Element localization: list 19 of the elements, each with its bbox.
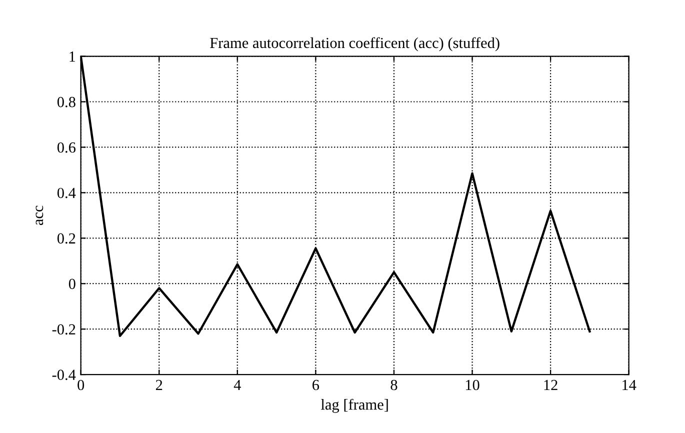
x-tick-label: 0 bbox=[78, 380, 84, 390]
y-tick-label: 0.2 bbox=[57, 233, 76, 244]
x-tick-label: 14 bbox=[622, 380, 636, 390]
x-tick-label: 8 bbox=[390, 380, 398, 390]
y-tick-label: 0.4 bbox=[57, 188, 76, 198]
x-tick-label: 2 bbox=[156, 380, 162, 390]
y-tick-label: -0.2 bbox=[52, 324, 76, 335]
x-tick-label: 4 bbox=[234, 380, 241, 390]
x-axis-title: lag [frame] bbox=[320, 398, 388, 413]
chart-title: Frame autocorrelation coefficent (acc) (stuffed) bbox=[210, 37, 500, 52]
y-tick-label: 0 bbox=[68, 278, 76, 290]
y-axis-title: acc bbox=[36, 206, 44, 226]
x-tick-label: 6 bbox=[312, 380, 320, 390]
y-tick-label: 0.8 bbox=[57, 96, 76, 108]
x-tick-label: 10 bbox=[466, 380, 480, 390]
y-tick-label: 0.6 bbox=[57, 142, 76, 153]
y-tick-label: 1 bbox=[70, 52, 76, 62]
y-tick-label: -0.4 bbox=[52, 370, 76, 380]
x-tick-label: 12 bbox=[544, 380, 558, 390]
